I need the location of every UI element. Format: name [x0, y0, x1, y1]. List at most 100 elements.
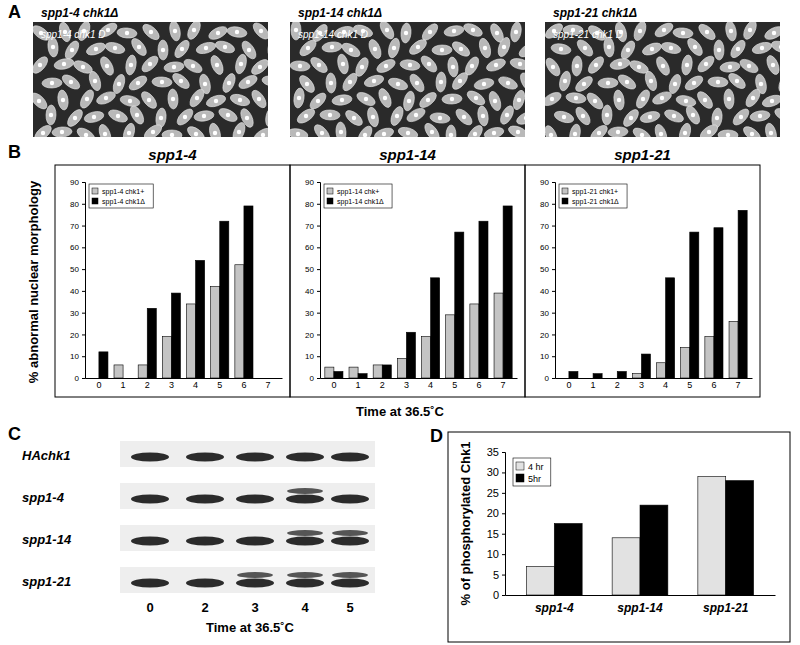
nucleus [352, 116, 356, 120]
nucleus [239, 62, 243, 66]
cell [207, 24, 229, 42]
nucleus [662, 28, 666, 32]
cell [373, 126, 395, 137]
tick: 2 [615, 378, 620, 390]
bar [554, 524, 582, 596]
nucleus [385, 28, 389, 32]
cell [575, 37, 596, 58]
nucleus [395, 114, 399, 118]
legend-swatch [562, 188, 568, 194]
cell [63, 39, 82, 61]
tick-mark [82, 378, 85, 379]
cell [167, 89, 178, 109]
cell [172, 38, 192, 60]
cell [336, 53, 350, 75]
cell [293, 87, 306, 108]
cell [355, 124, 374, 137]
nucleus [348, 80, 352, 84]
nucleus [49, 113, 53, 117]
nucleus [128, 99, 132, 103]
tick: 5 [452, 378, 457, 390]
cell [193, 109, 214, 122]
nucleus [170, 133, 174, 137]
bar [729, 321, 738, 378]
bar [608, 378, 617, 379]
tick-mark [502, 554, 505, 555]
cell [651, 89, 673, 106]
nucleus [183, 115, 187, 119]
lane-label: 3 [251, 600, 258, 615]
nucleus [191, 64, 195, 68]
bar-chart: 010203040506070809001234567spp1-14spp1-1… [305, 146, 517, 390]
cell [660, 41, 682, 56]
cell [195, 40, 217, 55]
tick-label: 50 [70, 265, 79, 274]
tick-label: 30 [487, 466, 499, 478]
nucleus [258, 65, 262, 69]
tick-mark [317, 247, 320, 248]
cell [52, 126, 73, 137]
cell [497, 74, 519, 91]
cell [417, 90, 439, 111]
bar [455, 232, 464, 378]
nucleus [61, 98, 65, 102]
cell [407, 72, 426, 94]
nucleus [474, 96, 478, 100]
nucleus [729, 29, 733, 33]
cell [553, 109, 575, 125]
legend-swatch [92, 198, 98, 204]
bar [698, 477, 726, 595]
tick: 0 [310, 374, 320, 383]
tick: 70 [540, 222, 555, 231]
bar [470, 304, 479, 378]
cell [586, 54, 607, 76]
cell [507, 124, 525, 137]
cell [335, 122, 346, 137]
cell [723, 89, 734, 109]
nucleus [149, 30, 153, 34]
nucleus [549, 133, 553, 137]
legend-box [513, 458, 551, 486]
tick-label: 30 [540, 309, 549, 318]
nucleus [151, 130, 155, 134]
nucleus [406, 131, 410, 135]
cell [387, 76, 409, 92]
axis-line [86, 378, 283, 379]
nucleus [481, 114, 485, 118]
cell [764, 122, 779, 137]
tick-label: 10 [70, 352, 79, 361]
nucleus [160, 80, 164, 84]
cell [377, 22, 396, 41]
cell [208, 122, 223, 137]
cell [355, 90, 377, 108]
tick: 4 [663, 378, 668, 390]
tick-mark [82, 334, 85, 335]
panel-frame [290, 165, 525, 397]
tick-label: 5 [452, 380, 457, 390]
micrograph-inset: spp1-14 chk1 D [298, 29, 368, 40]
tick: 30 [487, 466, 505, 478]
nucleus [408, 63, 412, 67]
cell [229, 92, 251, 108]
tick-label: 3 [169, 380, 174, 390]
cell [326, 73, 337, 93]
cell [290, 60, 310, 71]
legend-box [324, 184, 392, 208]
cell [205, 93, 227, 109]
cell [442, 93, 462, 104]
bars [569, 210, 747, 378]
tick-mark [82, 313, 85, 314]
legend: spp1-4 chk1+spp1-4 chk1Δ [89, 184, 153, 208]
nucleus [227, 81, 231, 85]
lane-label: 5 [346, 600, 353, 615]
cell [121, 122, 136, 137]
nucleus [84, 133, 88, 137]
tick-mark [552, 378, 555, 379]
cell [608, 126, 629, 137]
cell [588, 123, 610, 137]
blot-band-shifted [287, 530, 323, 536]
cell [465, 88, 487, 107]
cell [515, 109, 525, 127]
tick-label: 2 [380, 380, 385, 390]
cell [545, 56, 563, 78]
